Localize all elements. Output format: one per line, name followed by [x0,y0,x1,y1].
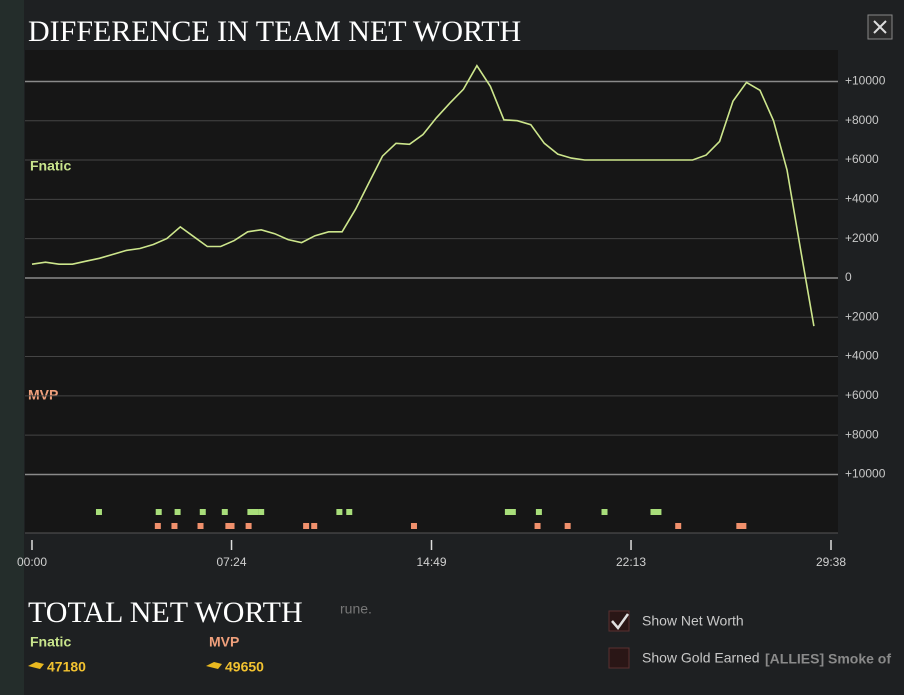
event-marker [225,523,232,529]
event-marker [655,509,662,515]
plot-area [25,50,838,533]
close-icon[interactable] [873,20,887,34]
y-tick-label: +2000 [845,309,879,323]
event-marker [171,523,178,529]
team-net-worth: 47180 [47,659,86,675]
y-tick-label: +2000 [845,231,879,245]
event-marker [740,523,747,529]
event-marker [650,509,657,515]
event-marker [199,509,206,515]
y-tick-label: +6000 [845,152,879,166]
x-tick-label: 07:24 [217,555,247,569]
y-tick-label: +8000 [845,113,879,127]
event-marker [601,509,608,515]
y-tick-label: +4000 [845,349,879,363]
event-marker [197,523,204,529]
checkmark [611,613,630,631]
game-background [0,0,24,695]
team-name: MVP [209,634,239,650]
x-tick-label: 22:13 [616,555,646,569]
event-marker [736,523,743,529]
event-marker [564,523,571,529]
x-tick-label: 29:38 [816,555,846,569]
checkbox[interactable] [608,647,630,669]
event-marker [311,523,318,529]
event-marker [252,509,259,515]
gold-icon [206,662,222,669]
event-marker [155,509,162,515]
event-marker [346,509,353,515]
y-tick-label: +10000 [845,74,886,88]
event-marker [303,523,310,529]
bottom-side-label: MVP [28,387,58,403]
event-marker [675,523,682,529]
y-tick-label: +6000 [845,388,879,402]
team-name: Fnatic [30,634,71,650]
gold-icon [28,662,44,669]
y-tick-label: +4000 [845,192,879,206]
checkbox-label[interactable]: Show Gold Earned [642,650,760,666]
event-marker [534,523,541,529]
option-net-worth[interactable]: Show Net Worth [608,610,744,632]
event-marker [221,509,228,515]
net-worth-line [31,64,815,327]
checkbox-label[interactable]: Show Net Worth [642,613,744,629]
event-marker [258,509,265,515]
event-marker [247,509,254,515]
y-tick-label: 0 [845,270,852,284]
event-marker [504,509,511,515]
top-side-label: Fnatic [30,158,71,174]
event-marker [154,523,161,529]
chat-text: [ALLIES] Smoke of [765,651,891,667]
x-tick-label: 14:49 [416,555,446,569]
event-marker [336,509,343,515]
event-marker [410,523,417,529]
y-tick-label: +8000 [845,427,879,441]
checkbox[interactable] [608,610,630,632]
summary-title: TOTAL NET WORTH [28,596,303,629]
x-tick-label: 00:00 [17,555,47,569]
event-marker [174,509,181,515]
chart-title: DIFFERENCE IN TEAM NET WORTH [28,15,521,48]
event-marker [245,523,252,529]
close-button[interactable] [867,14,893,40]
event-marker [535,509,542,515]
team-net-worth: 49650 [225,659,264,675]
y-tick-label: +10000 [845,467,886,481]
chat-text: rune. [340,601,372,617]
event-marker [95,509,102,515]
event-marker [509,509,516,515]
event-marker [228,523,235,529]
option-gold-earned[interactable]: Show Gold Earned [608,647,760,669]
